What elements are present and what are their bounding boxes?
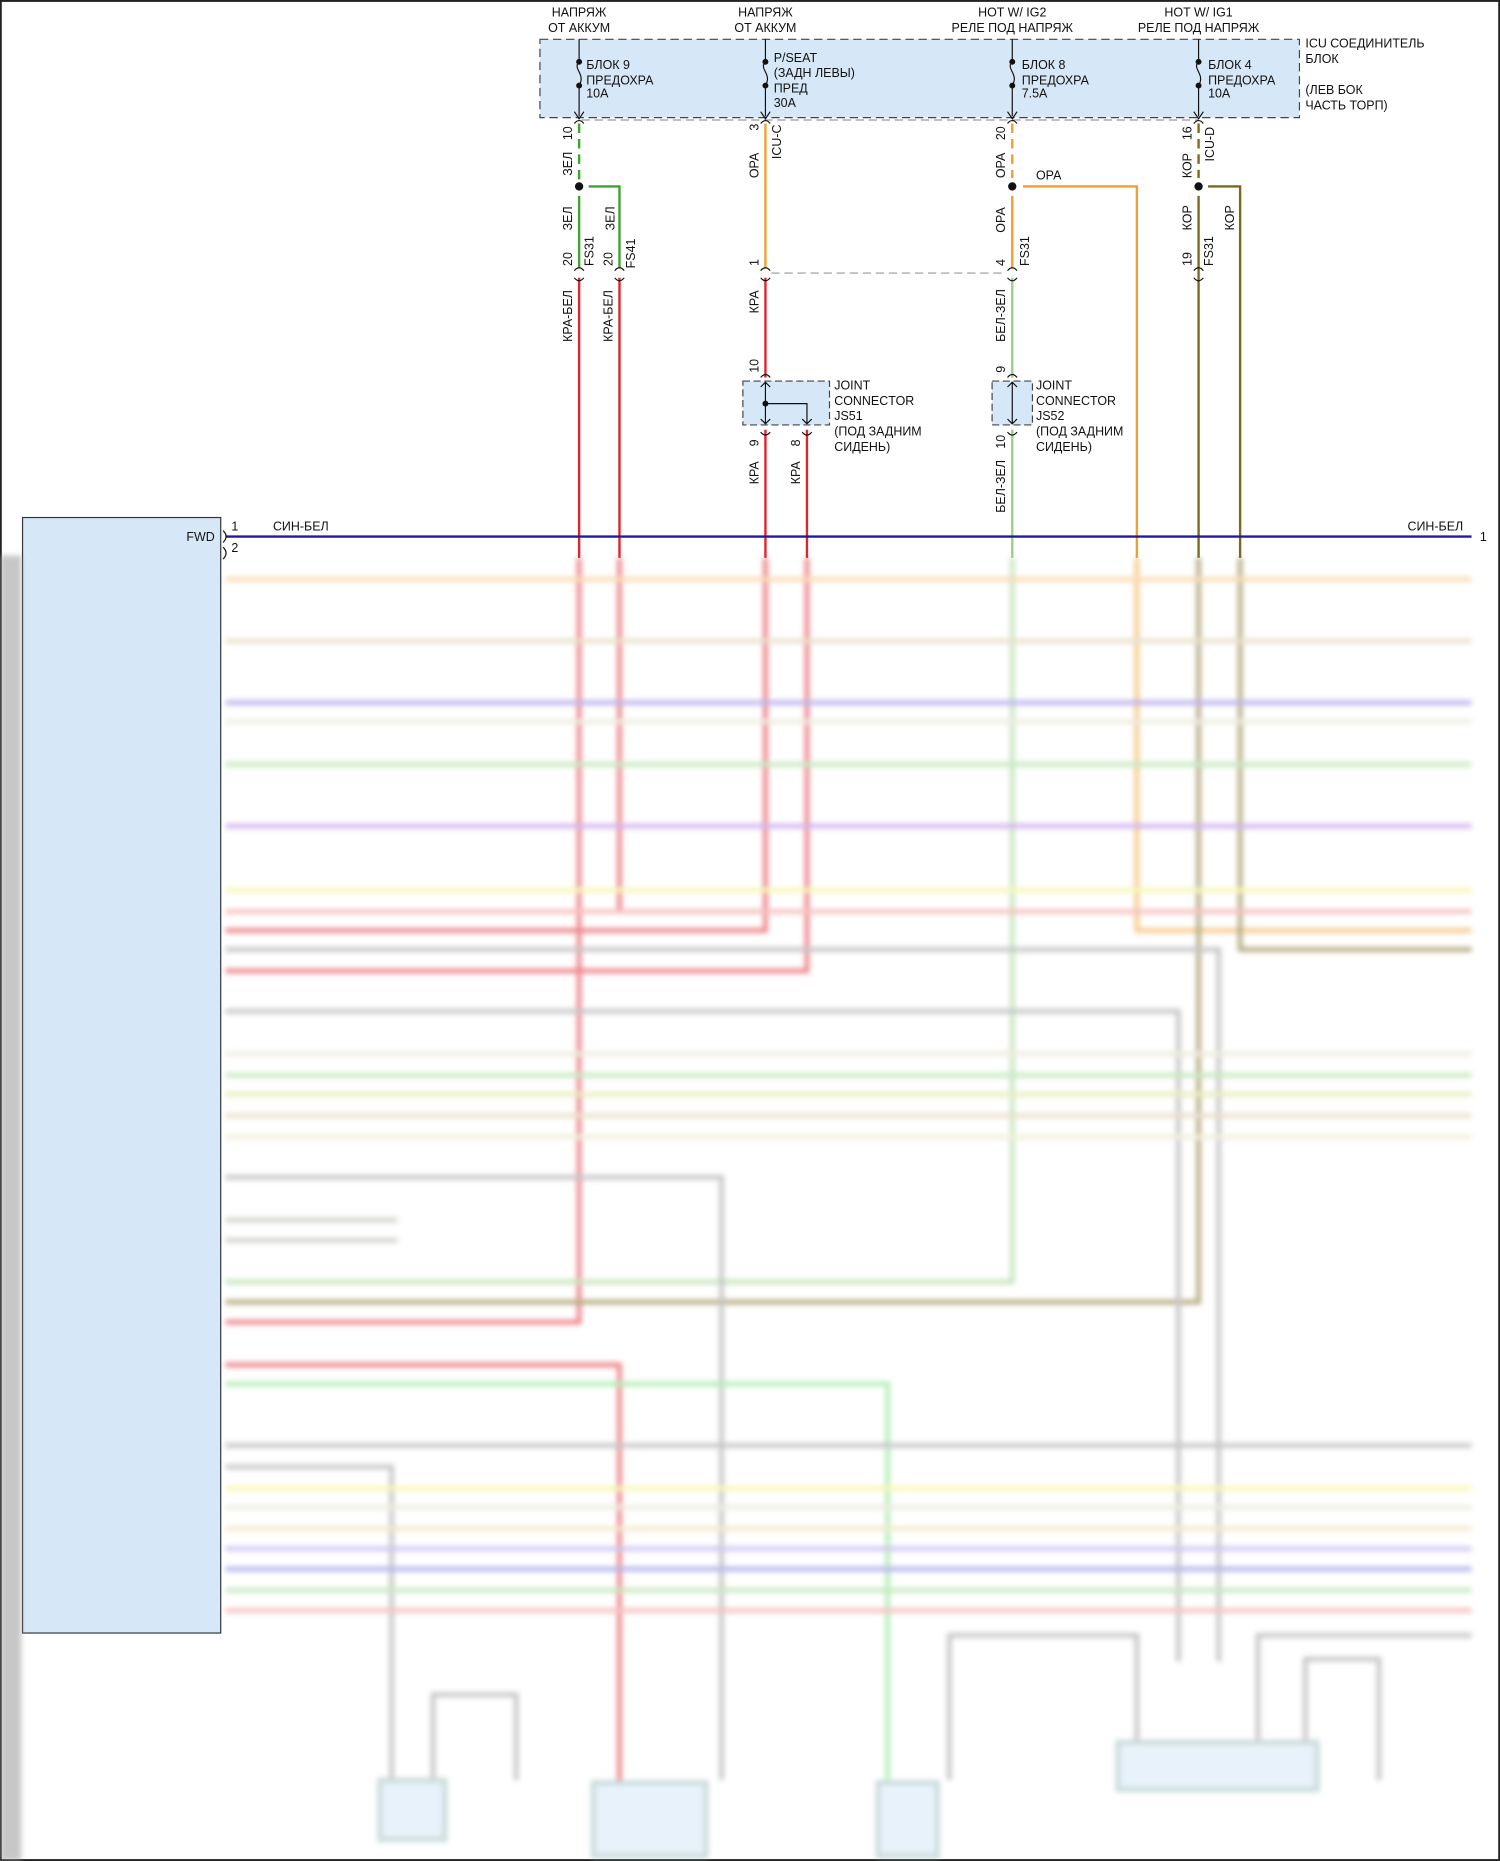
js52-label-5: СИДЕНЬ) <box>1036 440 1092 454</box>
fuse-icon <box>573 39 585 120</box>
wire-label: ЗЕЛ <box>561 206 575 230</box>
splice-points <box>574 182 1203 191</box>
js52-label-3: JS52 <box>1036 409 1064 423</box>
pin-label: 9 <box>747 439 761 446</box>
fuse-3-rating: 7.5A <box>1022 86 1048 100</box>
wire-label: КРА <box>747 461 761 485</box>
fuse-2-rating: 30A <box>774 96 797 110</box>
source-2-line2: ОТ АККУМ <box>734 21 796 35</box>
wire-label: ОРА <box>1036 168 1062 182</box>
fuse-4-type: ПРЕДОХРА <box>1208 73 1276 87</box>
js51-label-5: СИДЕНЬ) <box>834 440 890 454</box>
fuse-3-type: ПРЕДОХРА <box>1022 73 1090 87</box>
pin-label: 8 <box>789 439 803 446</box>
fuse-1-type: ПРЕДОХРА <box>586 73 654 87</box>
connector-label: ICU-D <box>1203 127 1217 162</box>
pin-label: 9 <box>994 366 1008 373</box>
pin-label: 10 <box>994 435 1008 449</box>
connector-label: FS41 <box>624 238 638 268</box>
fwd-label: FWD <box>186 530 214 544</box>
fuse-icon <box>760 39 771 120</box>
source-4-line1: HOT W/ IG1 <box>1164 6 1232 20</box>
js51-label-2: CONNECTOR <box>834 394 914 408</box>
wire-label: БЕЛ-ЗЕЛ <box>994 289 1008 342</box>
pin-label: 20 <box>601 252 615 266</box>
connector-label: FS31 <box>1018 236 1032 266</box>
source-3-line2: РЕЛЕ ПОД НАПРЯЖ <box>952 21 1074 35</box>
pin-label: 1 <box>1480 530 1487 544</box>
source-4-line2: РЕЛЕ ПОД НАПРЯЖ <box>1138 21 1260 35</box>
wire-label: ОРА <box>747 152 761 178</box>
wire-label: КОР <box>1180 205 1194 230</box>
pin-label: 1 <box>231 520 238 534</box>
js51-label-1: JOINT <box>834 378 870 392</box>
pin-label: 20 <box>561 252 575 266</box>
pin-label: 19 <box>1180 252 1194 266</box>
wire-label: КРА <box>789 461 803 485</box>
pin-label: 2 <box>231 541 238 555</box>
fuse-2-label: P/SEAT <box>774 51 818 65</box>
module-box <box>21 516 222 1634</box>
wire-label: КРА-БЕЛ <box>601 290 615 342</box>
icu-label-3: (ЛЕВ БОК <box>1305 83 1363 97</box>
pin-label: 10 <box>747 359 761 373</box>
fuse-2-type: ПРЕД <box>774 82 809 96</box>
wire-orange <box>1011 185 1139 558</box>
wire-label: БЕЛ-ЗЕЛ <box>994 460 1008 513</box>
pin-label: 3 <box>747 124 761 131</box>
wire-label: КРА <box>747 290 761 314</box>
wire-label: КОР <box>1180 153 1194 178</box>
js52-label-1: JOINT <box>1036 378 1072 392</box>
fuse-1-label: БЛОК 9 <box>586 58 630 72</box>
js51-label-4: (ПОД ЗАДНИМ <box>834 425 921 439</box>
js52-label-2: CONNECTOR <box>1036 394 1116 408</box>
pin-label: 10 <box>561 126 575 140</box>
wire-green <box>577 185 621 269</box>
fuse-icon <box>1007 39 1018 120</box>
icu-label-1: ICU СОЕДИНИТЕЛЬ <box>1305 37 1424 51</box>
wire-label: СИН-БЕЛ <box>273 520 329 534</box>
connector-label: FS31 <box>582 236 596 266</box>
wire-label: СИН-БЕЛ <box>1407 520 1463 534</box>
pin-label: 16 <box>1180 126 1194 140</box>
fuse-4-rating: 10A <box>1208 86 1231 100</box>
js52-label-4: (ПОД ЗАДНИМ <box>1036 425 1123 439</box>
obscured-region <box>0 555 1472 1861</box>
pin-label: 4 <box>994 259 1008 266</box>
fuse-3-label: БЛОК 8 <box>1022 58 1066 72</box>
icu-label-2: БЛОК <box>1305 52 1339 66</box>
wire-label: КРА-БЕЛ <box>561 290 575 342</box>
icu-label-4: ЧАСТЬ ТОРП) <box>1305 98 1387 112</box>
js51-label-3: JS51 <box>834 409 862 423</box>
wire-label: ОРА <box>994 152 1008 178</box>
wire-label: ОРА <box>994 207 1008 233</box>
connector-label: FS31 <box>1202 236 1216 266</box>
source-1-line1: НАПРЯЖ <box>552 6 607 20</box>
source-labels: НАПРЯЖ ОТ АККУМ НАПРЯЖ ОТ АККУМ HOT W/ I… <box>548 6 1260 35</box>
source-3-line1: HOT W/ IG2 <box>978 6 1046 20</box>
fuse-icon <box>1193 39 1204 120</box>
fuse-1-rating: 10A <box>586 86 609 100</box>
wire-red-white <box>577 277 621 558</box>
wire-label: КОР <box>1223 205 1237 230</box>
connector-label: ICU-C <box>770 125 784 160</box>
wire-label: ЗЕЛ <box>561 152 575 176</box>
wire-brown <box>1197 185 1242 558</box>
fuse-2-desc: (ЗАДН ЛЕВЫ) <box>774 66 855 80</box>
rotated-labels: 10 ЗЕЛ 3 ICU-C ОРА 20 ОРА ОРА 16 ICU-D К… <box>561 124 1237 513</box>
icu-block-label: ICU СОЕДИНИТЕЛЬ БЛОК (ЛЕВ БОК ЧАСТЬ ТОРП… <box>1305 37 1424 113</box>
fuse-4-label: БЛОК 4 <box>1208 58 1252 72</box>
pin-label: 20 <box>994 126 1008 140</box>
source-2-line1: НАПРЯЖ <box>738 6 793 20</box>
icu-junction-block <box>539 38 1301 119</box>
source-1-line2: ОТ АККУМ <box>548 21 610 35</box>
connector-terminals <box>222 119 1204 560</box>
pin-label: 1 <box>747 259 761 266</box>
wire-label: ЗЕЛ <box>604 206 618 230</box>
